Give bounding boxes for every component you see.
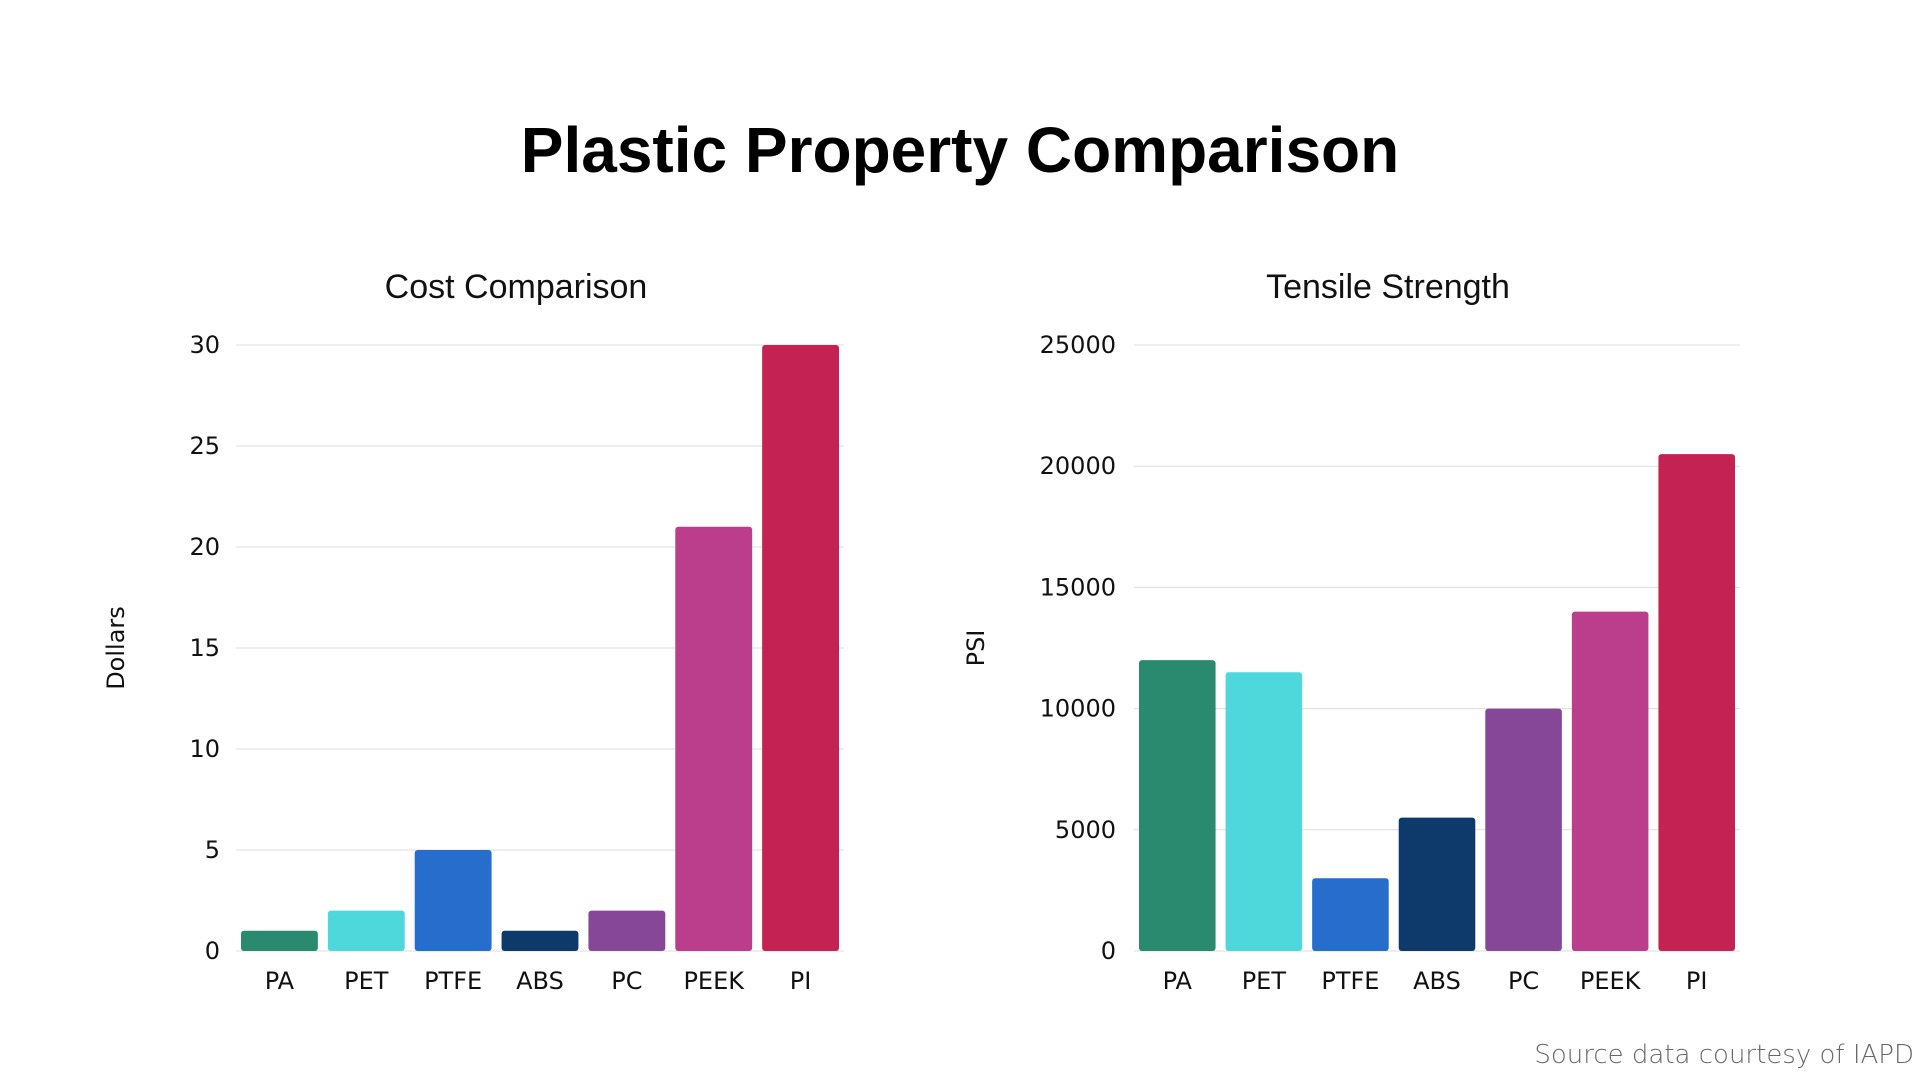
- chart-2-xtick-label: PI: [1686, 967, 1708, 995]
- page-title: Plastic Property Comparison: [520, 114, 1400, 186]
- chart-2-bar-ptfe: [1312, 878, 1389, 951]
- chart-1-bar-ptfe: [414, 850, 492, 951]
- chart-2-bar-pa: [1139, 660, 1216, 951]
- chart-1-xtick-label: PET: [344, 967, 389, 995]
- chart-2-xtick-label: PET: [1242, 967, 1287, 995]
- chart-2-xtick-label: ABS: [1413, 967, 1461, 995]
- chart-1-xtick-label: PA: [265, 967, 295, 995]
- chart-1-ytick-label: 0: [205, 937, 220, 965]
- chart-2-xtick-label: PEEK: [1580, 967, 1642, 995]
- chart-2-bar-pi: [1658, 454, 1735, 951]
- chart-2-xtick-label: PTFE: [1321, 967, 1379, 995]
- chart-1-bar-peek: [675, 526, 753, 951]
- chart-1-xtick-label: ABS: [516, 967, 564, 995]
- chart-1-xtick-label: PEEK: [683, 967, 745, 995]
- chart-1-ytick-label: 25: [189, 432, 220, 460]
- source-note: Source data courtesy of IAPD: [1534, 1040, 1914, 1070]
- chart-2-xtick-label: PC: [1508, 967, 1539, 995]
- chart-1-ytick-label: 20: [189, 533, 220, 561]
- chart-1-ytick-label: 15: [189, 634, 220, 662]
- chart-1-xtick-label: PI: [790, 967, 812, 995]
- chart-1-xtick-label: PTFE: [424, 967, 482, 995]
- chart-2-ytick-label: 5000: [1055, 816, 1116, 844]
- chart-2-ylabel: PSI: [962, 630, 990, 667]
- chart-2-ytick-label: 0: [1101, 937, 1116, 965]
- chart-1-ytick-label: 5: [205, 836, 220, 864]
- chart-1-title: Cost Comparison: [385, 268, 648, 306]
- chart-2-bar-pc: [1485, 708, 1562, 951]
- chart-1-ytick-label: 30: [189, 331, 220, 359]
- chart-1-bar-pa: [241, 930, 318, 951]
- chart-1-bar-pc: [588, 910, 666, 951]
- chart-2-ytick-label: 20000: [1040, 452, 1116, 480]
- chart-2-ytick-label: 15000: [1040, 573, 1116, 601]
- chart-1-bar-pet: [327, 910, 405, 951]
- chart-2-bar-peek: [1571, 611, 1649, 951]
- chart-2-ytick-label: 25000: [1040, 331, 1116, 359]
- chart-2-bar-abs: [1398, 817, 1476, 951]
- chart-2-title: Tensile Strength: [1266, 268, 1510, 306]
- chart-2-xtick-label: PA: [1163, 967, 1193, 995]
- chart-1-bar-pi: [762, 345, 839, 951]
- chart-1-ylabel: Dollars: [102, 606, 130, 690]
- chart-1-xtick-label: PC: [611, 967, 642, 995]
- chart-1-bar-abs: [501, 930, 579, 951]
- chart-2-bar-pet: [1225, 672, 1303, 951]
- chart-1-ytick-label: 10: [189, 735, 220, 763]
- chart-2-ytick-label: 10000: [1040, 695, 1116, 723]
